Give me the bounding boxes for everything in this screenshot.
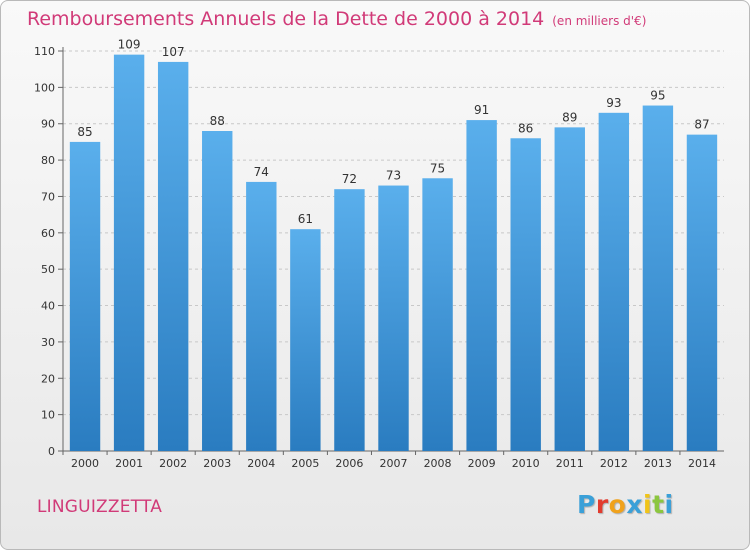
data-label: 89 (562, 110, 577, 124)
x-tick-label: 2009 (468, 457, 496, 470)
data-label: 85 (77, 125, 92, 139)
bar-2003 (202, 131, 233, 451)
bar-2009 (466, 120, 497, 451)
bar-2006 (334, 189, 365, 451)
y-tick-label: 100 (34, 81, 55, 94)
labels: 85 2000 109 2001 107 2002 88 2003 74 2004 61 2005 72… (71, 38, 716, 470)
x-tick-label: 2014 (688, 457, 716, 470)
logo-letter: i (664, 490, 674, 519)
x-tick-label: 2004 (247, 457, 275, 470)
data-label: 61 (298, 212, 313, 226)
data-label: 73 (386, 169, 401, 183)
x-tick-label: 2013 (644, 457, 672, 470)
bar-2011 (554, 127, 585, 451)
y-tick-label: 10 (41, 409, 55, 422)
y-tick-label: 70 (41, 190, 55, 203)
axes: 0 10 20 30 40 50 60 70 80 90 100 110 (34, 45, 724, 458)
y-tick-label: 110 (34, 45, 55, 58)
logo-letter: o (608, 490, 627, 519)
x-tick-label: 2012 (600, 457, 628, 470)
data-label: 107 (162, 45, 185, 59)
x-tick-label: 2000 (71, 457, 99, 470)
bars (69, 54, 718, 452)
y-tick-label: 60 (41, 227, 55, 240)
y-tick-label: 50 (41, 263, 55, 276)
data-label: 88 (210, 114, 225, 128)
data-label: 95 (650, 89, 665, 103)
y-tick-label: 40 (41, 300, 55, 313)
chart-title-text: Remboursements Annuels de la Dette de 20… (27, 8, 545, 30)
data-label: 72 (342, 172, 357, 186)
x-tick-label: 2005 (291, 457, 319, 470)
bar-2013 (642, 105, 674, 451)
x-tick-label: 2006 (335, 457, 363, 470)
y-tick-label: 30 (41, 336, 55, 349)
bar-2014 (686, 134, 718, 452)
data-label: 86 (518, 121, 533, 135)
y-tick-label: 20 (41, 372, 55, 385)
logo-letter: P (577, 490, 596, 519)
logo-letter: r (595, 490, 609, 519)
bar-2004 (246, 181, 277, 451)
x-tick-label: 2010 (512, 457, 540, 470)
bar-2010 (510, 138, 541, 452)
x-tick-label: 2007 (380, 457, 408, 470)
data-label: 75 (430, 161, 445, 175)
commune-name: LINGUIZZETTA (37, 497, 163, 517)
proxiti-logo: Proxiti (577, 490, 674, 519)
data-label: 87 (694, 118, 709, 132)
bar-2007 (378, 185, 409, 451)
data-label: 74 (254, 165, 269, 179)
bar-2001 (113, 54, 145, 452)
x-tick-label: 2011 (556, 457, 584, 470)
y-tick-label: 90 (41, 118, 55, 131)
x-tick-label: 2008 (424, 457, 452, 470)
bar-2002 (157, 61, 189, 452)
logo-letter: t (652, 490, 665, 519)
x-tick-label: 2003 (203, 457, 231, 470)
y-tick-label: 0 (48, 445, 55, 458)
data-label: 91 (474, 103, 489, 117)
bar-2008 (422, 178, 453, 452)
bar-2000 (69, 141, 101, 451)
chart-unit: (en milliers d'€) (552, 14, 647, 28)
data-label: 93 (606, 96, 621, 110)
chart-title: Remboursements Annuels de la Dette de 20… (27, 8, 646, 30)
logo-letter: i (643, 490, 653, 519)
x-tick-label: 2002 (159, 457, 187, 470)
y-tick-label: 80 (41, 154, 55, 167)
bar-2005 (290, 229, 321, 451)
data-label: 109 (118, 38, 141, 52)
bar-2012 (598, 112, 630, 452)
x-tick-label: 2001 (115, 457, 143, 470)
logo-letter: x (626, 490, 643, 519)
